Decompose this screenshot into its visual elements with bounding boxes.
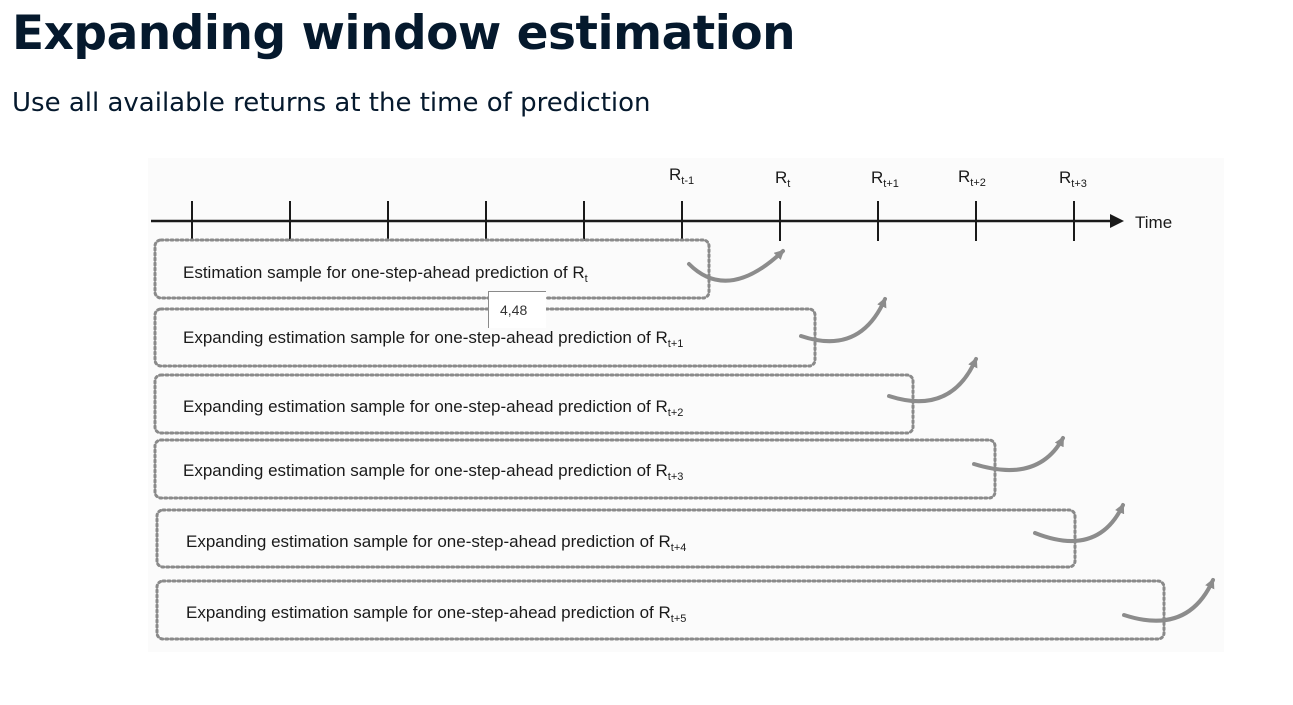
prediction-arrow-5 — [1033, 503, 1125, 543]
tick-label-r-t: Rt — [775, 168, 790, 190]
time-axis: Time Rt-1 Rt Rt+1 Rt+2 Rt+3 — [151, 165, 1172, 241]
tick-label-r-t-minus-1: Rt-1 — [669, 165, 694, 187]
tick-label-r-t-plus-1: Rt+1 — [871, 168, 899, 190]
estimation-sample-boxes — [153, 238, 1166, 641]
sample-box-2 — [153, 307, 817, 368]
tick-label-r-t-plus-2: Rt+2 — [958, 167, 986, 189]
prediction-arrow-1 — [687, 249, 785, 283]
sample-label-5: Expanding estimation sample for one-step… — [186, 532, 686, 554]
prediction-arrow-3 — [887, 357, 978, 404]
sample-box-1 — [153, 238, 711, 300]
time-axis-ticks — [191, 201, 1075, 241]
sample-label-6: Expanding estimation sample for one-step… — [186, 603, 686, 625]
expanding-window-diagram: Time Rt-1 Rt Rt+1 Rt+2 Rt+3 Estimation s… — [148, 158, 1224, 652]
prediction-arrow-6 — [1122, 578, 1215, 623]
sample-label-2: Expanding estimation sample for one-step… — [183, 328, 683, 350]
sample-label-1: Estimation sample for one-step-ahead pre… — [183, 263, 588, 285]
page-subtitle: Use all available returns at the time of… — [12, 88, 651, 118]
prediction-arrows — [687, 249, 1215, 623]
time-axis-arrowhead — [1110, 214, 1124, 228]
sample-box-3 — [153, 373, 915, 435]
axis-label: Time — [1135, 213, 1172, 232]
axis-tick-labels: Rt-1 Rt Rt+1 Rt+2 Rt+3 — [669, 165, 1087, 190]
sample-label-4: Expanding estimation sample for one-step… — [183, 461, 683, 483]
sample-label-3: Expanding estimation sample for one-step… — [183, 397, 683, 419]
tick-label-r-t-plus-3: Rt+3 — [1059, 168, 1087, 190]
prediction-arrow-4 — [972, 436, 1065, 472]
prediction-arrow-2 — [799, 297, 887, 344]
sample-box-6 — [155, 579, 1166, 641]
page-title: Expanding window estimation — [12, 6, 796, 61]
sample-box-5 — [155, 508, 1077, 569]
hover-tooltip: 4,48 — [488, 291, 546, 328]
sample-labels: Estimation sample for one-step-ahead pre… — [183, 263, 686, 625]
